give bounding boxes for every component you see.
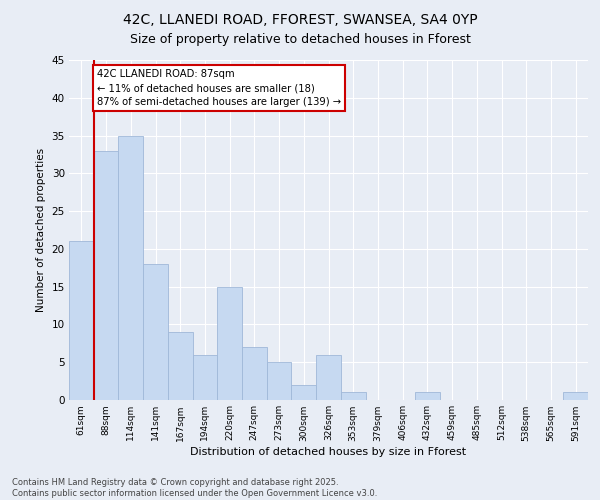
Text: 42C, LLANEDI ROAD, FFOREST, SWANSEA, SA4 0YP: 42C, LLANEDI ROAD, FFOREST, SWANSEA, SA4… xyxy=(122,12,478,26)
Bar xyxy=(292,385,316,400)
Text: 42C LLANEDI ROAD: 87sqm
← 11% of detached houses are smaller (18)
87% of semi-de: 42C LLANEDI ROAD: 87sqm ← 11% of detache… xyxy=(97,69,341,107)
Bar xyxy=(267,362,292,400)
Bar xyxy=(217,286,242,400)
Bar xyxy=(94,150,118,400)
Y-axis label: Number of detached properties: Number of detached properties xyxy=(36,148,46,312)
Text: Contains HM Land Registry data © Crown copyright and database right 2025.
Contai: Contains HM Land Registry data © Crown c… xyxy=(12,478,377,498)
X-axis label: Distribution of detached houses by size in Fforest: Distribution of detached houses by size … xyxy=(190,448,467,458)
Text: Size of property relative to detached houses in Fforest: Size of property relative to detached ho… xyxy=(130,32,470,46)
Bar xyxy=(563,392,588,400)
Bar xyxy=(69,242,94,400)
Bar xyxy=(242,347,267,400)
Bar xyxy=(415,392,440,400)
Bar xyxy=(193,354,217,400)
Bar xyxy=(118,136,143,400)
Bar xyxy=(341,392,365,400)
Bar xyxy=(168,332,193,400)
Bar xyxy=(143,264,168,400)
Bar xyxy=(316,354,341,400)
